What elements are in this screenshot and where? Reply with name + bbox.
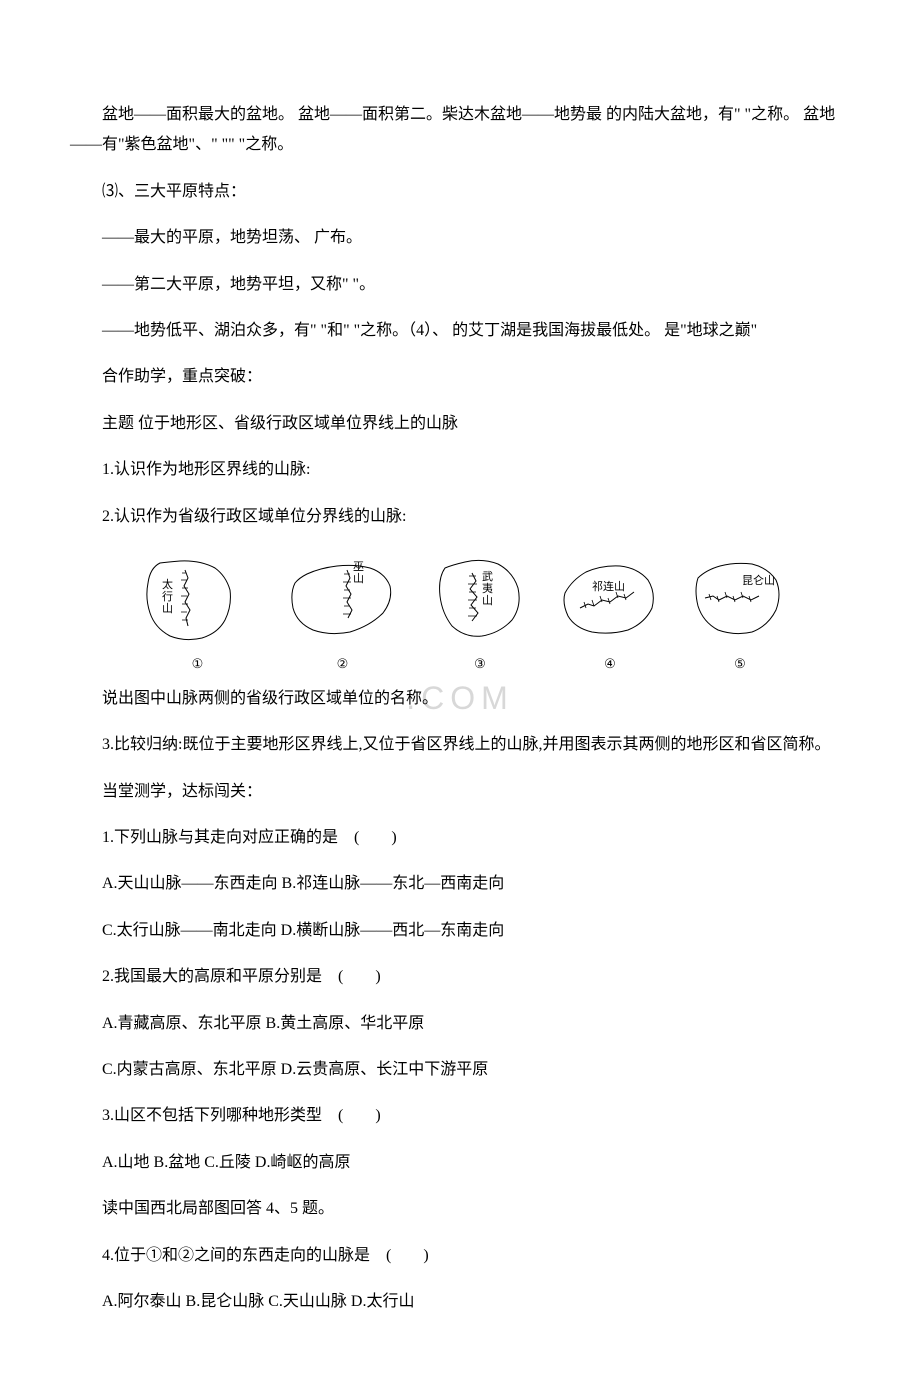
- map-1-svg: 太 行 山: [130, 548, 265, 658]
- paragraph-plain-3: ——地势低平、湖泊众多，有" "和" "之称。（4）、 的艾丁湖是我国海拔最低处…: [70, 316, 850, 346]
- map-1-label: ①: [192, 656, 204, 672]
- question-2-option-cd: C.内蒙古高原、东北平原 D.云贵高原、长江中下游平原: [70, 1055, 850, 1085]
- section-cooperative: 合作助学，重点突破：: [70, 362, 850, 392]
- svg-text:武: 武: [482, 570, 493, 583]
- svg-text:巫: 巫: [353, 561, 364, 573]
- question-4-options: A.阿尔泰山 B.昆仑山脉 C.天山山脉 D.太行山: [70, 1287, 850, 1317]
- question-2: 2.我国最大的高原和平原分别是 ( ): [70, 962, 850, 992]
- map-4-label: ④: [604, 656, 616, 672]
- svg-text:昆仑山: 昆仑山: [742, 573, 775, 587]
- paragraph-basin: 盆地——面积最大的盆地。 盆地——面积第二。柴达木盆地——地势最 的内陆大盆地，…: [70, 100, 850, 161]
- map-item-2: 巫 山 ②: [275, 548, 410, 672]
- svg-text:太: 太: [162, 578, 173, 591]
- map-5-label: ⑤: [734, 656, 746, 672]
- map-item-1: 太 行 山 ①: [130, 548, 265, 672]
- paragraph-identify: 说出图中山脉两侧的省级行政区域单位的名称。: [70, 684, 850, 714]
- svg-text:祁连山: 祁连山: [592, 579, 625, 593]
- question-4-intro: 读中国西北局部图回答 4、5 题。: [70, 1194, 850, 1224]
- question-1: 1.下列山脉与其走向对应正确的是 ( ): [70, 823, 850, 853]
- paragraph-plain-1: ——最大的平原，地势坦荡、 广布。: [70, 223, 850, 253]
- svg-text:夷: 夷: [482, 582, 493, 595]
- paragraph-compare: 3.比较归纳:既位于主要地形区界线上,又位于省区界线上的山脉,并用图表示其两侧的…: [70, 730, 850, 760]
- map-5-svg: 昆仑山: [680, 548, 800, 658]
- map-row: 太 行 山 ① 巫 山 ② 武 夷 山: [130, 548, 850, 672]
- svg-text:山: 山: [353, 572, 364, 585]
- question-3: 3.山区不包括下列哪种地形类型 ( ): [70, 1101, 850, 1131]
- svg-text:行: 行: [162, 590, 173, 603]
- svg-text:山: 山: [162, 602, 173, 615]
- map-item-5: 昆仑山 ⑤: [680, 548, 800, 672]
- question-2-option-ab: A.青藏高原、东北平原 B.黄土高原、华北平原: [70, 1009, 850, 1039]
- section-test: 当堂测学，达标闯关：: [70, 777, 850, 807]
- paragraph-plains-title: ⑶、三大平原特点：: [70, 177, 850, 207]
- paragraph-topic: 主题 位于地形区、省级行政区域单位界线上的山脉: [70, 409, 850, 439]
- question-1-option-ab: A.天山山脉——东西走向 B.祁连山脉——东北—西南走向: [70, 869, 850, 899]
- map-2-label: ②: [337, 656, 349, 672]
- question-3-options: A.山地 B.盆地 C.丘陵 D.崎岖的高原: [70, 1148, 850, 1178]
- svg-text:山: 山: [482, 594, 493, 607]
- paragraph-recognize-2: 2.认识作为省级行政区域单位分界线的山脉:: [70, 502, 850, 532]
- question-4: 4.位于①和②之间的东西走向的山脉是 ( ): [70, 1241, 850, 1271]
- map-3-svg: 武 夷 山: [420, 548, 540, 658]
- map-3-label: ③: [474, 656, 486, 672]
- map-item-3: 武 夷 山 ③: [420, 548, 540, 672]
- map-2-svg: 巫 山: [275, 548, 410, 658]
- paragraph-recognize-1: 1.认识作为地形区界线的山脉:: [70, 455, 850, 485]
- question-1-option-cd: C.太行山脉——南北走向 D.横断山脉——西北—东南走向: [70, 916, 850, 946]
- map-4-svg: 祁连山: [550, 548, 670, 658]
- map-item-4: 祁连山 ④: [550, 548, 670, 672]
- paragraph-plain-2: ——第二大平原，地势平坦，又称" "。: [70, 270, 850, 300]
